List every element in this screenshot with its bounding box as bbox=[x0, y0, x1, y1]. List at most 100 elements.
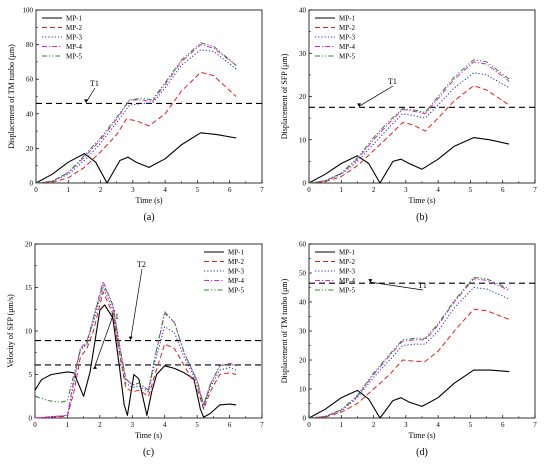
y-tick-label: 20 bbox=[25, 241, 33, 249]
x-axis-label: Time (s) bbox=[408, 196, 435, 205]
y-tick-label: 40 bbox=[299, 299, 307, 307]
x-tick-label: 5 bbox=[195, 421, 199, 429]
legend-label-mp-3: MP-3 bbox=[66, 34, 82, 42]
x-axis-label: Time (s) bbox=[408, 431, 435, 440]
threshold-arrow bbox=[358, 85, 394, 107]
panel-label: (c) bbox=[143, 447, 154, 458]
x-tick-label: 1 bbox=[340, 421, 344, 429]
legend-label-mp-5: MP-5 bbox=[339, 53, 355, 61]
y-tick-label: 0 bbox=[30, 180, 34, 188]
legend-label-mp-2: MP-2 bbox=[339, 24, 355, 32]
x-tick-label: 6 bbox=[501, 186, 505, 194]
series-line-mp-2 bbox=[35, 71, 237, 184]
x-tick-label: 5 bbox=[469, 186, 473, 194]
x-tick-label: 4 bbox=[163, 421, 167, 429]
y-axis-label: Displacement of TM tunbo (μm) bbox=[280, 278, 289, 383]
x-tick-label: 3 bbox=[404, 421, 408, 429]
threshold-arrowhead bbox=[84, 99, 89, 103]
series-line-mp-3 bbox=[34, 287, 237, 419]
chart-panel-c: 0 1 2 3 4 5 6 7 0 5 10 15 20 Time (s) Velocity of SFP … bbox=[6, 241, 264, 459]
y-tick-label: 50 bbox=[299, 270, 307, 278]
x-tick-label: 7 bbox=[260, 186, 264, 194]
x-tick-label: 0 bbox=[307, 186, 311, 194]
x-tick-label: 5 bbox=[469, 421, 473, 429]
x-tick-label: 6 bbox=[228, 421, 232, 429]
x-tick-label: 3 bbox=[131, 186, 135, 194]
x-tick-label: 0 bbox=[34, 186, 38, 194]
x-tick-label: 7 bbox=[260, 421, 264, 429]
x-tick-label: 0 bbox=[307, 421, 311, 429]
threshold-arrowhead bbox=[357, 103, 362, 107]
threshold-arrow bbox=[130, 268, 143, 340]
x-tick-label: 1 bbox=[67, 186, 71, 194]
threshold-label-t1: T1 bbox=[388, 77, 397, 86]
y-tick-label: 60 bbox=[26, 76, 34, 84]
series-line-mp-1 bbox=[308, 369, 510, 419]
legend-label-mp-1: MP-1 bbox=[228, 249, 244, 257]
y-tick-label: 15 bbox=[25, 284, 33, 292]
legend-label-mp-5: MP-5 bbox=[228, 287, 244, 295]
threshold-label-t1: T1 bbox=[90, 79, 99, 88]
legend-label-mp-3: MP-3 bbox=[339, 268, 355, 276]
legend-label-mp-2: MP-2 bbox=[66, 24, 82, 32]
threshold-arrowhead bbox=[368, 279, 373, 283]
y-tick-label: 10 bbox=[299, 136, 307, 144]
x-tick-label: 4 bbox=[436, 421, 440, 429]
series-line-mp-1 bbox=[308, 137, 510, 184]
threshold-arrowhead bbox=[92, 365, 97, 369]
legend-label-mp-5: MP-5 bbox=[339, 287, 355, 295]
series-line-mp-3 bbox=[308, 287, 510, 419]
x-tick-label: 1 bbox=[66, 421, 70, 429]
threshold-label-t1: T1 bbox=[418, 281, 427, 290]
x-tick-label: 6 bbox=[501, 421, 505, 429]
legend-label-mp-1: MP-1 bbox=[339, 249, 355, 257]
x-tick-label: 3 bbox=[131, 421, 135, 429]
y-axis-label: Displacement of SFP (μm) bbox=[280, 53, 289, 139]
chart-panel-d: 0 1 2 3 4 5 6 7 0 10 20 30 40 50 60 Time (s) Displacemen… bbox=[280, 241, 537, 459]
panel-label: (d) bbox=[416, 447, 428, 458]
series-line-mp-3 bbox=[308, 72, 510, 184]
x-axis-label: Time (s) bbox=[135, 196, 162, 205]
y-tick-label: 30 bbox=[299, 50, 307, 58]
y-tick-label: 100 bbox=[23, 7, 34, 15]
x-tick-label: 0 bbox=[33, 421, 37, 429]
series-line-mp-2 bbox=[308, 308, 510, 419]
panel-label: (a) bbox=[143, 212, 154, 223]
legend-label-mp-3: MP-3 bbox=[228, 268, 244, 276]
y-tick-label: 20 bbox=[299, 357, 307, 365]
y-tick-label: 0 bbox=[29, 415, 33, 423]
y-tick-label: 10 bbox=[299, 386, 307, 394]
legend-label-mp-1: MP-1 bbox=[66, 15, 82, 23]
x-tick-label: 2 bbox=[372, 186, 376, 194]
y-axis-label: Displacement of TM tunbo (μm) bbox=[7, 44, 16, 149]
legend-label-mp-4: MP-4 bbox=[339, 277, 355, 285]
legend-label-mp-2: MP-2 bbox=[339, 258, 355, 266]
x-tick-label: 7 bbox=[533, 186, 537, 194]
series-line-mp-3 bbox=[35, 49, 237, 184]
y-tick-label: 60 bbox=[299, 241, 307, 249]
x-tick-label: 5 bbox=[196, 186, 200, 194]
legend-label-mp-2: MP-2 bbox=[228, 258, 244, 266]
x-tick-label: 7 bbox=[533, 421, 537, 429]
series-line-mp-4 bbox=[35, 44, 237, 184]
x-tick-label: 2 bbox=[98, 421, 102, 429]
legend-label-mp-1: MP-1 bbox=[339, 15, 355, 23]
x-tick-label: 2 bbox=[99, 186, 103, 194]
y-tick-label: 20 bbox=[299, 93, 307, 101]
x-tick-label: 4 bbox=[436, 186, 440, 194]
y-tick-label: 5 bbox=[29, 371, 33, 379]
legend-label-mp-3: MP-3 bbox=[339, 34, 355, 42]
y-tick-label: 80 bbox=[26, 41, 34, 49]
x-tick-label: 4 bbox=[163, 186, 167, 194]
series-line-mp-2 bbox=[34, 291, 237, 419]
x-tick-label: 2 bbox=[372, 421, 376, 429]
y-axis-label: Velocity of SFP (μm/s) bbox=[6, 294, 15, 368]
x-tick-label: 6 bbox=[228, 186, 232, 194]
chart-panel-a: 0 1 2 3 4 5 6 7 0 20 40 60 80 100 Time (s) Displacement… bbox=[7, 7, 264, 224]
threshold-label-t2: T2 bbox=[137, 260, 146, 269]
y-tick-label: 20 bbox=[26, 145, 34, 153]
y-tick-label: 40 bbox=[299, 7, 307, 15]
series-line-mp-5 bbox=[34, 283, 237, 406]
series-line-mp-5 bbox=[35, 42, 237, 184]
